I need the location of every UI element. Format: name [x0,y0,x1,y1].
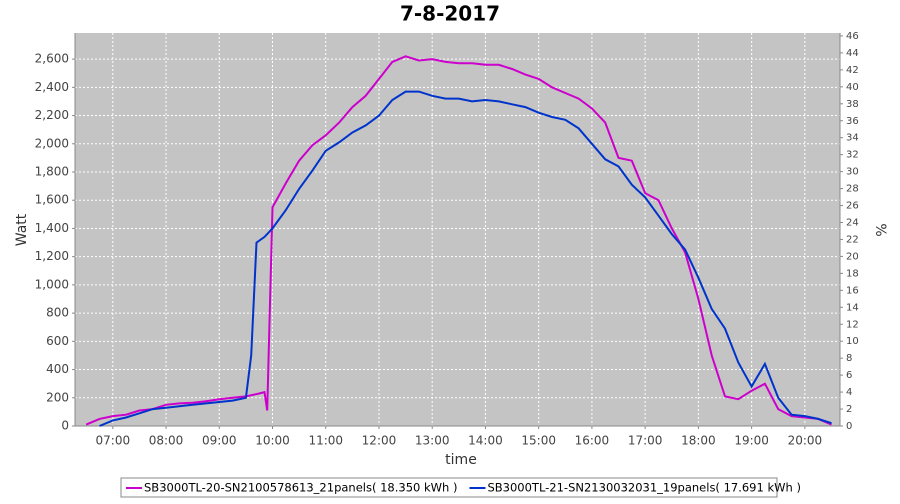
y-tick-label: 2,000 [35,136,69,150]
y2-tick-label: 34 [846,133,859,144]
y2-tick-label: 12 [846,319,859,330]
legend-label: SB3000TL-20-SN2100578613_21panels( 18.35… [144,481,457,495]
x-tick-label: 17:00 [628,434,663,448]
y2-tick-label: 24 [846,218,859,229]
y2-tick-label: 18 [846,268,859,279]
x-axis-label: time [445,452,477,468]
y2-axis-label: % [872,223,888,236]
y2-tick-label: 32 [846,150,859,161]
y-tick-label: 1,000 [35,277,69,291]
y2-tick-label: 20 [846,251,859,262]
y2-tick-label: 22 [846,234,859,245]
y2-tick-label: 10 [846,336,859,347]
y2-tick-label: 16 [846,285,859,296]
x-tick-label: 12:00 [362,434,397,448]
y-tick-label: 1,600 [35,193,69,207]
series-line [85,55,832,426]
y2-tick-label: 44 [846,48,859,59]
y-tick-label: 1,400 [35,221,69,235]
x-tick-label: 19:00 [734,434,769,448]
x-tick-label: 10:00 [255,434,290,448]
x-tick-label: 13:00 [415,434,450,448]
x-tick-label: 16:00 [575,434,610,448]
y2-tick-label: 42 [846,65,859,76]
y2-tick-label: 46 [846,31,859,42]
y-tick-label: 2,400 [35,80,69,94]
x-tick-label: 14:00 [468,434,503,448]
y2-tick-label: 26 [846,201,859,212]
y2-tick-label: 2 [846,404,852,415]
plot-area [75,33,840,426]
legend-label: SB3000TL-21-SN2130032031_19panels( 17.69… [487,481,800,495]
y-axis-label: Watt [14,213,30,246]
y-tick-label: 2,600 [35,52,69,66]
x-tick-label: 08:00 [149,434,184,448]
legend [120,477,778,498]
x-tick-label: 18:00 [681,434,716,448]
y2-tick-label: 28 [846,184,859,195]
y-tick-label: 600 [46,334,69,348]
x-tick-label: 15:00 [521,434,556,448]
x-tick-label: 07:00 [96,434,131,448]
y-tick-label: 1,200 [35,249,69,263]
y2-tick-label: 36 [846,116,859,127]
y2-tick-label: 38 [846,99,859,110]
y-tick-label: 400 [46,362,69,376]
y2-tick-label: 30 [846,167,859,178]
y-tick-label: 0 [61,419,69,433]
y-tick-label: 800 [46,306,69,320]
y2-tick-label: 4 [846,387,852,398]
y2-tick-label: 8 [846,353,852,364]
y2-tick-label: 40 [846,82,859,93]
y-tick-label: 200 [46,390,69,404]
series-line [99,90,832,427]
y-tick-label: 2,200 [35,108,69,122]
y-tick-label: 1,800 [35,164,69,178]
y2-tick-label: 0 [846,421,852,432]
y2-tick-label: 14 [846,302,859,313]
y2-tick-label: 6 [846,370,852,381]
chart-title: 7-8-2017 [400,2,500,26]
x-tick-label: 11:00 [308,434,343,448]
x-tick-label: 20:00 [788,434,823,448]
x-tick-label: 09:00 [202,434,237,448]
